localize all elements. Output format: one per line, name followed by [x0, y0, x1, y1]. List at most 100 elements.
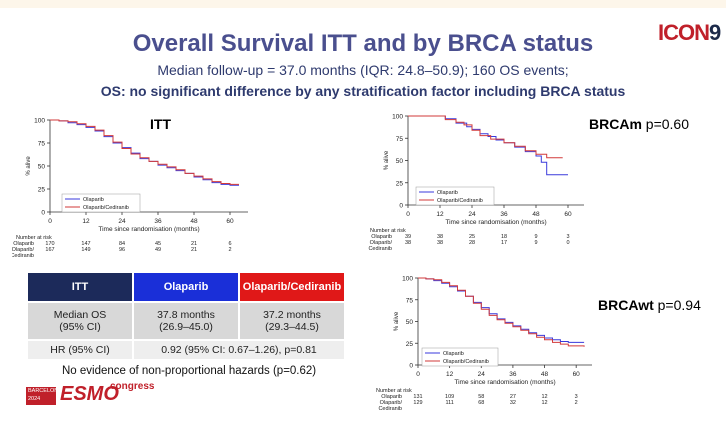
- risk-value: 109: [445, 394, 454, 400]
- legend-box: [61, 193, 141, 213]
- y-axis-title: % alive: [384, 150, 390, 170]
- risk-row-label: Olaparib/: [380, 400, 403, 406]
- risk-row-label: Olaparib: [381, 394, 402, 400]
- esmo-congress: congress: [110, 381, 155, 392]
- x-tick-label: 0: [406, 211, 410, 218]
- x-tick-label: 12: [436, 211, 444, 218]
- olaparib-ci: (26.9–45.0): [159, 321, 213, 333]
- x-axis-title: Time since randomisation (months): [445, 219, 546, 226]
- y-axis-title: % alive: [26, 156, 32, 176]
- brcawt-pvalue: p=0.94: [657, 297, 701, 313]
- hr-label: HR (95% CI): [28, 341, 132, 359]
- risk-value: 45: [155, 241, 161, 247]
- esmo-word: ESMO: [60, 383, 119, 405]
- olaparib-median-cell: 37.8 months (26.9–45.0): [134, 303, 238, 339]
- hazards-note: No evidence of non-proportional hazards …: [62, 365, 317, 377]
- x-tick-label: 24: [478, 371, 486, 378]
- km-curve-olaparib: [408, 115, 568, 176]
- risk-value: 38: [437, 240, 443, 246]
- risk-value: 2: [228, 247, 231, 253]
- x-tick-label: 48: [532, 211, 540, 218]
- legend-label: Olaparib: [443, 351, 464, 357]
- itt-results-table: ITT Olaparib Olaparib/Cediranib Median O…: [26, 271, 346, 361]
- olaparib-median: 37.8 months: [157, 309, 215, 321]
- esmo-year: 2024: [28, 396, 41, 402]
- risk-value: 147: [81, 241, 90, 247]
- risk-value: 129: [413, 400, 422, 406]
- risk-value: 2: [575, 400, 578, 406]
- y-tick-label: 25: [396, 180, 404, 187]
- km-curve-olaparib: [418, 277, 585, 343]
- x-tick-label: 36: [154, 218, 162, 225]
- risk-value: 131: [413, 394, 422, 400]
- x-tick-label: 0: [416, 371, 420, 378]
- legend-label: Olaparib/Cediranib: [83, 205, 129, 211]
- risk-row-label-cont: Cediranib: [378, 406, 402, 412]
- risk-value: 96: [119, 247, 125, 253]
- risk-value: 170: [45, 241, 54, 247]
- x-tick-label: 0: [48, 218, 52, 225]
- y-tick-label: 50: [396, 158, 404, 165]
- risk-value: 3: [566, 234, 569, 240]
- median-os-label-cell: Median OS (95% CI): [28, 303, 132, 339]
- brcam-title: BRCAm: [589, 116, 642, 132]
- risk-value: 18: [501, 234, 507, 240]
- y-tick-label: 75: [406, 297, 414, 304]
- x-axis-title: Time since randomisation (months): [454, 379, 555, 386]
- y-tick-label: 100: [392, 114, 403, 121]
- risk-row-label: Olaparib: [371, 234, 392, 240]
- risk-value: 111: [445, 400, 453, 406]
- itt-label: ITT: [150, 116, 171, 132]
- km-curve-olaparib-cediranib: [50, 119, 239, 185]
- esmo-city: BARCELONA: [28, 388, 62, 394]
- x-tick-label: 12: [446, 371, 454, 378]
- risk-value: 149: [81, 247, 90, 253]
- km-curve-olaparib: [50, 119, 239, 186]
- risk-value: 49: [155, 247, 161, 253]
- y-tick-label: 75: [396, 136, 404, 143]
- x-axis-title: Time since randomisation (months): [98, 226, 199, 233]
- x-tick-label: 24: [468, 211, 476, 218]
- risk-value: 12: [541, 394, 547, 400]
- risk-value: 12: [541, 400, 547, 406]
- y-tick-label: 50: [406, 319, 414, 326]
- slide-title: Overall Survival ITT and by BRCA status: [132, 30, 594, 57]
- legend-label: Olaparib/Cediranib: [437, 198, 483, 204]
- risk-value: 68: [478, 400, 484, 406]
- x-tick-label: 36: [509, 371, 517, 378]
- risk-table-header: Number at risk: [370, 228, 406, 234]
- hr-value: 0.92 (95% CI: 0.67–1.26), p=0.81: [134, 341, 344, 359]
- risk-value: 3: [575, 394, 578, 400]
- table-header-itt: ITT: [28, 273, 132, 301]
- risk-row-label: Olaparib/: [12, 247, 34, 253]
- risk-value: 25: [469, 234, 475, 240]
- legend-label: Olaparib/Cediranib: [443, 359, 489, 365]
- risk-table-header: Number at risk: [16, 235, 52, 241]
- combo-ci: (29.3–44.5): [265, 321, 319, 333]
- combo-median: 37.2 months: [263, 309, 321, 321]
- brcawt-label: BRCAwt p=0.94: [598, 297, 701, 313]
- y-tick-label: 0: [409, 363, 413, 370]
- slide-subtitle-bold: OS: no significant difference by any str…: [100, 83, 626, 99]
- table-header-combo: Olaparib/Cediranib: [240, 273, 344, 301]
- risk-value: 39: [405, 234, 411, 240]
- km-curve-olaparib-cediranib: [418, 277, 585, 347]
- risk-value: 21: [191, 241, 197, 247]
- risk-value: 6: [228, 241, 231, 247]
- esmo-city-badge: BARCELONA 2024: [26, 387, 62, 405]
- y-tick-label: 0: [41, 210, 45, 217]
- legend-label: Olaparib: [83, 197, 104, 203]
- logo-number: 9: [709, 20, 721, 45]
- risk-value: 9: [534, 234, 537, 240]
- risk-value: 167: [45, 247, 54, 253]
- risk-row-label-cont: Cediranib: [12, 253, 34, 259]
- risk-value: 0: [566, 240, 569, 246]
- km-curve-olaparib-cediranib: [408, 115, 563, 159]
- y-tick-label: 25: [38, 187, 46, 194]
- y-tick-label: 50: [38, 164, 46, 171]
- legend-label: Olaparib: [437, 190, 458, 196]
- y-tick-label: 100: [34, 118, 45, 125]
- table-header-olaparib: Olaparib: [134, 273, 238, 301]
- legend-box: [421, 347, 499, 367]
- y-tick-label: 25: [406, 341, 414, 348]
